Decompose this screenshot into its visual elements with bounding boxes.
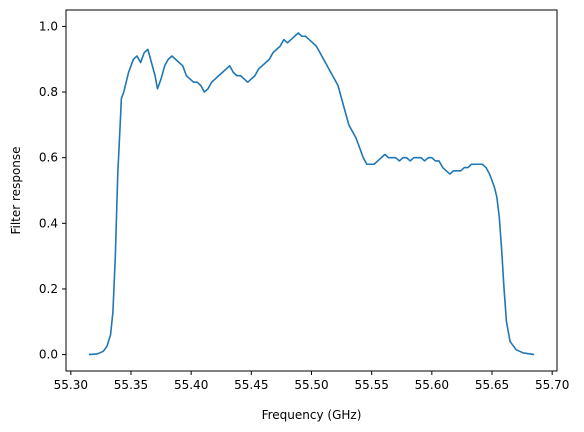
x-tick-label: 55.70 [535,378,569,392]
x-tick-label: 55.55 [354,378,388,392]
y-tick-label: 0.2 [39,282,58,296]
y-tick-label: 1.0 [39,19,58,33]
x-tick-label: 55.45 [234,378,268,392]
y-axis-ticks: 0.0 0.2 0.4 0.6 0.8 1.0 [39,19,66,362]
x-tick-label: 55.40 [174,378,208,392]
x-tick-label: 55.65 [475,378,509,392]
filter-response-line [88,32,535,356]
y-tick-label: 0.0 [39,348,58,362]
y-tick-label: 0.6 [39,151,58,165]
x-tick-label: 55.35 [114,378,148,392]
x-axis-label: Frequency (GHz) [262,408,362,422]
plot-lines [88,32,535,356]
plot-frame [65,9,558,372]
y-tick-label: 0.8 [39,85,58,99]
x-tick-label: 55.30 [54,378,88,392]
x-tick-label: 55.60 [415,378,449,392]
x-axis-ticks: 55.30 55.35 55.40 55.45 55.50 55.55 55.60 55.65… [54,371,569,392]
x-tick-label: 55.50 [294,378,328,392]
y-axis-label: Filter response [9,146,23,234]
y-tick-label: 0.4 [39,216,58,230]
